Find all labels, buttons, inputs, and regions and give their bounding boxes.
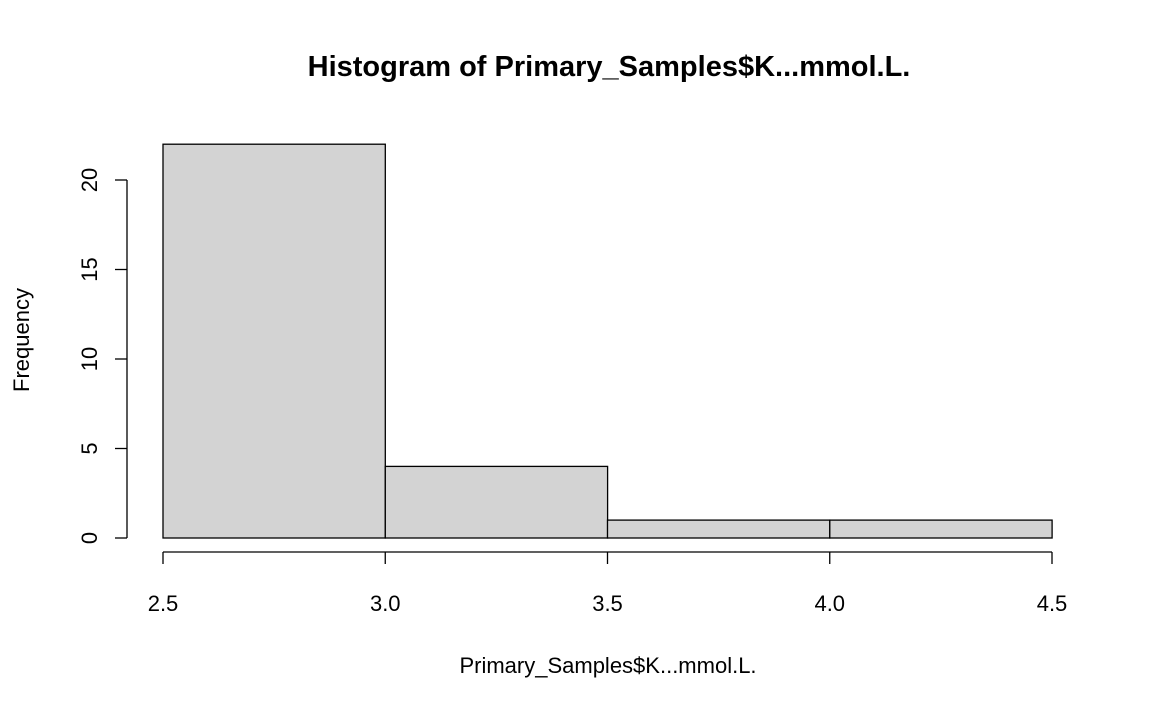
y-tick-label: 10 [77, 347, 102, 371]
x-tick-label: 3.5 [592, 591, 623, 616]
histogram-bar [384, 465, 609, 539]
x-axis: 2.5 3.0 3.5 4.0 4.5 [148, 551, 1068, 616]
x-axis-label: Primary_Samples$K...mmol.L. [459, 653, 756, 678]
x-tick-label: 2.5 [148, 591, 179, 616]
x-tick-label: 4.5 [1037, 591, 1068, 616]
chart-title: Histogram of Primary_Samples$K...mmol.L. [308, 51, 911, 83]
x-tick-label: 4.0 [814, 591, 845, 616]
y-tick-label: 20 [77, 168, 102, 192]
histogram-bar [606, 519, 831, 539]
y-tick-label: 0 [77, 532, 102, 544]
x-tick-label: 3.0 [370, 591, 401, 616]
y-axis: 0 5 10 15 20 [77, 168, 128, 544]
histogram-bar [162, 143, 386, 539]
bars-group [162, 143, 1053, 539]
y-tick-label: 5 [77, 442, 102, 454]
y-axis-label: Frequency [9, 288, 34, 392]
histogram-bar [829, 519, 1053, 539]
y-tick-label: 15 [77, 257, 102, 281]
